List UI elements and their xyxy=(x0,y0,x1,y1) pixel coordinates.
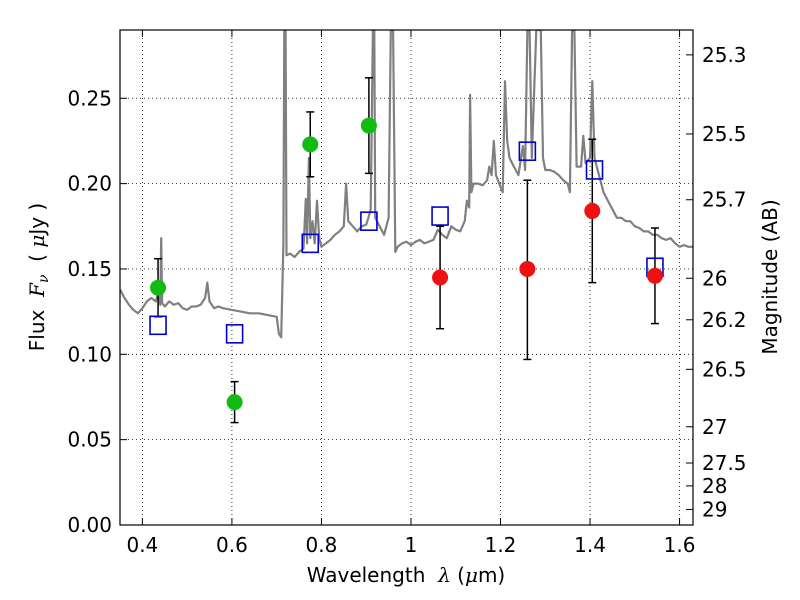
plot-background xyxy=(120,30,693,525)
right-tick-label: 25.3 xyxy=(702,43,747,67)
right-tick-label: 26.5 xyxy=(702,357,747,381)
right-tick-label: 27.5 xyxy=(702,451,747,475)
detection-point xyxy=(150,279,167,296)
y-tick-label: 0.25 xyxy=(67,86,112,110)
upper-limit-point xyxy=(519,260,536,277)
tick-group: 0.4 0.6 0.8 1 1.2 1.4 1.6 0.00 0.05 0.10 0.15 0.20 0… xyxy=(67,30,747,557)
x-tick-label: 1.6 xyxy=(664,533,696,557)
x-tick-label: 0.6 xyxy=(216,533,248,557)
marker-group xyxy=(149,117,664,411)
y-tick-label: 0.05 xyxy=(67,428,112,452)
x-axis-label: Wavelength λ (μm) xyxy=(307,563,506,587)
detection-point xyxy=(226,394,243,411)
model-photometry-square xyxy=(301,233,320,254)
upper-limit-point xyxy=(432,269,449,286)
model-spectrum-group xyxy=(120,30,693,339)
detection-point xyxy=(302,136,319,153)
y-tick-label: 0.10 xyxy=(67,342,112,366)
right-tick-label: 29 xyxy=(702,497,727,521)
right-tick-label: 28 xyxy=(702,474,727,498)
grid xyxy=(120,30,693,526)
y-tick-label: 0.15 xyxy=(67,257,112,281)
upper-limit-point xyxy=(646,267,663,284)
right-tick-label: 26 xyxy=(702,266,727,290)
x-tick-label: 1 xyxy=(405,533,418,557)
model-photometry-square xyxy=(518,141,537,161)
x-tick-label: 0.8 xyxy=(306,533,338,557)
model-photometry-square xyxy=(585,160,604,180)
model-photometry-square xyxy=(149,315,167,336)
model-spectrum-line xyxy=(120,30,693,339)
model-photometry-square xyxy=(431,206,449,226)
model-photometry-square xyxy=(225,324,244,344)
y-tick-label: 0.00 xyxy=(67,513,112,537)
right-axis-label: Magnitude (AB) xyxy=(758,199,782,354)
right-tick-label: 25.5 xyxy=(702,122,747,146)
right-tick-label: 27 xyxy=(702,415,727,439)
y-axis-label: Flux Fν ( μJy ) xyxy=(25,203,52,351)
upper-limit-point xyxy=(584,202,601,219)
x-tick-label: 1.4 xyxy=(574,533,606,557)
y-tick-label: 0.20 xyxy=(67,172,112,196)
model-photometry-square xyxy=(360,211,378,231)
x-tick-label: 1.2 xyxy=(485,533,517,557)
detection-point xyxy=(360,117,377,134)
plot-frame xyxy=(119,29,694,526)
x-tick-label: 0.4 xyxy=(126,533,158,557)
right-tick-label: 26.2 xyxy=(702,308,747,332)
right-tick-label: 25.7 xyxy=(702,188,747,212)
